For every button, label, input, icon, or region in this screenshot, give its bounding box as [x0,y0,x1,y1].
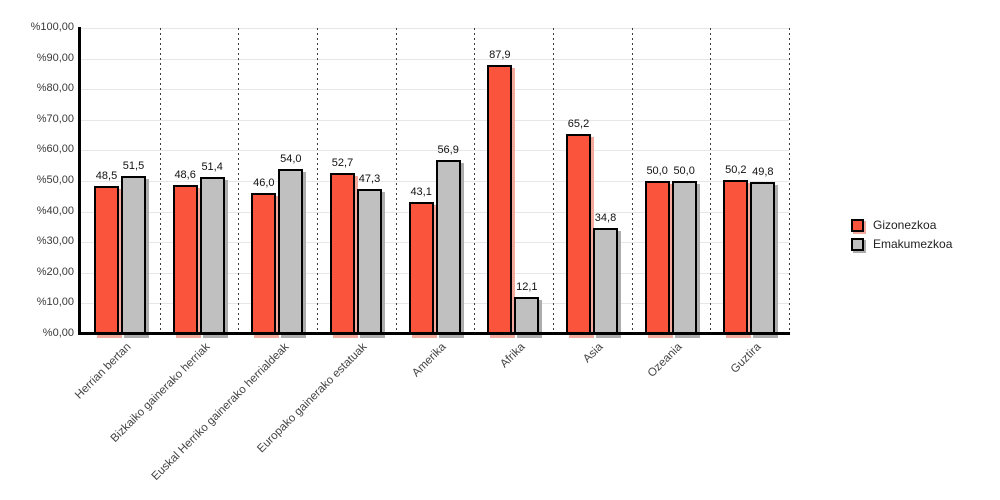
y-tick-label: %10,00 [36,296,74,309]
separator-line [474,28,476,334]
value-label: 50,0 [673,165,695,177]
value-label: 65,2 [567,118,590,131]
value-label: 12,1 [516,280,538,293]
gridline [81,150,789,152]
value-label: 51,4 [201,160,223,173]
x-tick-label: Amerika [410,341,449,380]
bar-emakumezkoa [121,176,146,335]
gridline [81,211,789,213]
value-label: 54,0 [280,152,302,165]
separator-line [395,28,397,334]
x-tick-label: Europako gainerako estatuak [255,341,370,456]
separator-line [710,28,712,334]
x-tick-label: Ozeania [645,341,685,380]
value-label: 51,5 [122,160,145,173]
bar-gizonezkoa [172,185,198,335]
x-tick-label: Guztira [728,341,764,376]
y-tick-label: %30,00 [36,235,74,248]
value-label: 56,9 [437,143,459,156]
bar-gizonezkoa [487,65,513,335]
separator-line [553,28,554,334]
y-tick-label: %40,00 [36,204,74,217]
legend-swatch-emakumezkoa-icon [851,237,864,251]
x-tick-label: Afrika [497,341,528,371]
x-tick-label: Euskal Herriko gainerako herrialdeak [149,341,292,483]
value-label: 48,6 [174,169,196,182]
y-tick-label: %60,00 [36,143,74,156]
bar-gizonezkoa [723,180,749,335]
value-label: 46,0 [253,177,275,190]
value-label: 34,8 [594,211,617,224]
y-tick-label: %100,00 [30,21,74,33]
legend-label-emakumezkoa: Emakumezkoa [873,237,953,251]
separator-line [789,28,790,334]
bar-gizonezkoa [251,193,277,335]
gridline [81,89,789,91]
x-axis-line [78,332,790,335]
bar-gizonezkoa [566,134,591,335]
value-label: 50,0 [646,165,668,177]
value-label: 48,5 [95,169,118,182]
gridline [81,28,789,29]
y-tick-label: %50,00 [36,174,74,186]
gridline [81,303,789,305]
legend-label-gizonezkoa: Gizonezkoa [873,218,937,232]
value-label: 50,2 [725,164,747,177]
gridline [81,181,789,182]
y-tick-label: %80,00 [36,82,74,95]
value-label: 47,3 [358,173,381,186]
legend: Gizonezkoa Emakumezkoa [851,218,952,251]
separator-line [159,28,161,334]
bar-gizonezkoa [94,185,119,335]
value-label: 87,9 [489,49,511,62]
bar-emakumezkoa [357,189,382,335]
legend-swatch-gizonezkoa-icon [851,218,864,232]
gridline [81,119,789,121]
bar-emakumezkoa [514,296,540,335]
bar-emakumezkoa [278,168,304,335]
bar-emakumezkoa [593,227,618,335]
value-label: 52,7 [331,156,354,169]
bar-emakumezkoa [750,181,776,335]
bar-gizonezkoa [644,181,670,335]
legend-item-emakumezkoa: Emakumezkoa [851,237,952,251]
gridline [81,58,789,60]
y-axis-line [78,27,81,335]
x-tick-label: Bizkaiko gainerako herriak [108,341,213,445]
gridline [81,242,789,244]
bar-emakumezkoa [199,176,225,335]
gridline [81,272,789,274]
bar-emakumezkoa [435,159,461,335]
value-label: 43,1 [410,186,432,199]
separator-line [631,28,633,334]
legend-item-gizonezkoa: Gizonezkoa [851,218,952,232]
separator-line [317,28,318,334]
y-tick-label: %20,00 [36,265,74,278]
bar-gizonezkoa [408,202,434,335]
y-tick-label: %90,00 [36,51,74,64]
y-tick-label: %0,00 [42,327,74,339]
separator-line [238,28,240,334]
x-tick-label: Asia [581,341,606,366]
y-tick-label: %70,00 [36,112,74,125]
bar-gizonezkoa [330,172,355,335]
bar-emakumezkoa [671,181,697,335]
value-label: 49,8 [752,165,774,178]
